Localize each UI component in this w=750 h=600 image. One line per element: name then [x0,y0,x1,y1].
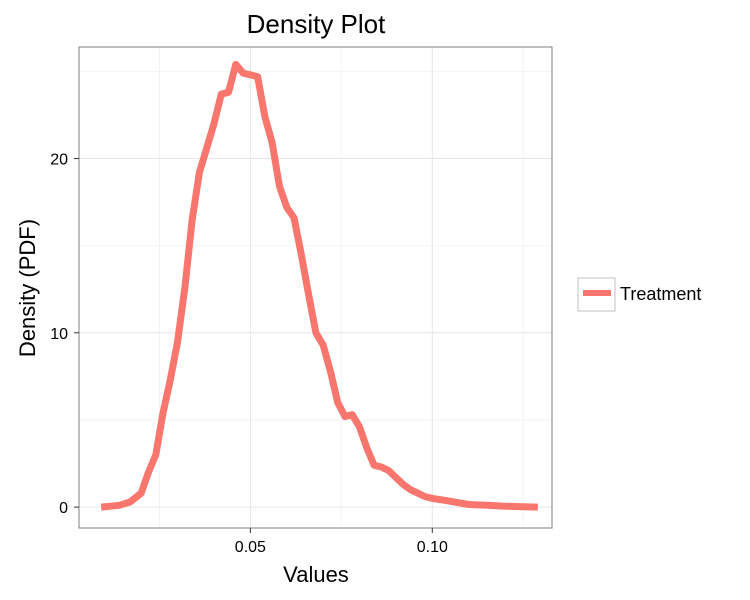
legend: Treatment [577,277,701,312]
plot-background [79,47,552,528]
grid-lines [79,47,552,528]
y-tick-label: 0 [59,500,68,517]
legend-label-treatment: Treatment [620,284,701,304]
y-tick-label: 10 [50,326,68,343]
x-tick-label: 0.05 [235,539,266,556]
chart-title: Density Plot [247,9,386,39]
density-line-treatment [100,60,538,511]
y-axis-title: Density (PDF) [15,219,40,357]
x-axis-title: Values [283,562,349,587]
x-tick-label: 0.10 [417,539,448,556]
y-tick-label: 20 [50,152,68,169]
plot-border [78,46,553,529]
x-axis: 0.05 0.10 [235,528,448,556]
y-axis: 0 10 20 [50,152,79,517]
series-layer [100,60,538,511]
plot-area [78,46,553,529]
